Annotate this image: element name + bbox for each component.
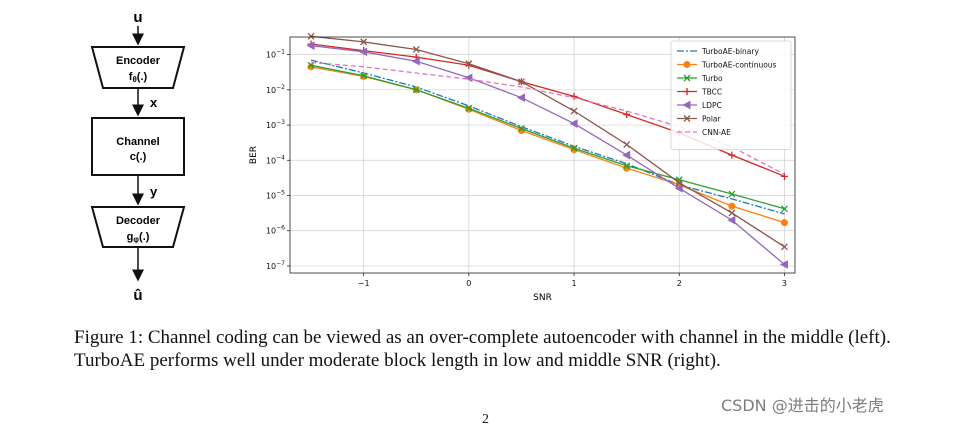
x-tick-label: 2	[677, 279, 682, 288]
decoder-title: Decoder	[116, 215, 161, 227]
legend-label-ldpc: LDPC	[702, 101, 722, 110]
x-label: x	[150, 95, 158, 110]
legend-label-tbcc: TBCC	[701, 88, 722, 97]
data-point-turbo	[360, 72, 368, 80]
legend-label-turboae-continuous: TurboAE-continuous	[701, 61, 777, 70]
data-point-polar	[465, 60, 473, 68]
channel-block	[91, 117, 185, 176]
data-point-polar	[412, 46, 420, 53]
channel-function: c(.)	[130, 151, 147, 163]
legend-box	[670, 40, 792, 150]
decoder-block	[90, 206, 186, 248]
data-point-turboae-continuous	[780, 219, 788, 227]
x-tick-label: 3	[782, 279, 787, 288]
y-tick-label: 10−3	[266, 119, 285, 130]
y-tick-label: 10−5	[266, 190, 285, 201]
figure-caption: Figure 1: Channel coding can be viewed a…	[74, 327, 891, 371]
data-point-turboae-continuous	[728, 202, 736, 210]
x-tick-label: −1	[358, 279, 370, 288]
legend-label-polar: Polar	[702, 115, 722, 124]
input-label: u	[133, 9, 142, 26]
y-tick-label: 10−4	[266, 154, 285, 165]
encoder-function: fθ(.)	[129, 71, 148, 84]
data-point-ldpc	[306, 41, 315, 50]
data-point-ldpc	[359, 47, 368, 57]
y-label: y	[150, 184, 158, 199]
series-line-polar	[310, 35, 785, 248]
data-point-polar	[623, 141, 631, 148]
decoder-function: gφ(.)	[127, 231, 150, 244]
series-line-turboae-binary	[310, 59, 785, 215]
y-tick-label: 10−1	[266, 49, 285, 60]
legend-marker-polar	[683, 115, 691, 122]
data-point-turbo	[728, 190, 736, 198]
data-point-polar	[570, 107, 578, 115]
x-tick-label: 0	[466, 279, 471, 288]
encoder-block	[90, 46, 186, 89]
series-turbo	[307, 61, 788, 213]
data-point-polar	[517, 78, 525, 86]
encoder-title: Encoder	[116, 55, 161, 67]
series-turboae-binary	[310, 59, 785, 215]
data-point-turbo	[465, 104, 473, 112]
series-ldpc	[306, 41, 788, 269]
series-polar	[307, 32, 788, 251]
legend-marker-ldpc	[682, 100, 691, 110]
legend-label-turboae-binary: TurboAE-binary	[701, 47, 759, 56]
y-tick-label: 10−6	[266, 225, 285, 236]
output-label: û	[133, 287, 142, 304]
csdn-watermark: CSDN @进击的小老虎	[721, 396, 884, 415]
data-point-polar	[360, 38, 368, 46]
data-point-turbo	[781, 205, 788, 213]
legend-marker-turboae-continuous	[683, 61, 691, 68]
data-point-turbo	[570, 144, 578, 152]
legend-marker-turbo	[683, 74, 691, 82]
data-point-ldpc	[516, 93, 525, 102]
data-point-polar	[728, 209, 736, 217]
data-point-tbcc	[570, 92, 578, 100]
data-point-polar	[781, 243, 788, 251]
x-tick-label: 1	[572, 279, 577, 288]
series-line-ldpc	[310, 44, 785, 265]
plot-frame	[289, 36, 796, 274]
page-number: 2	[482, 412, 489, 427]
legend-label-turbo: Turbo	[701, 74, 723, 83]
data-point-polar	[307, 32, 315, 40]
data-point-turbo	[517, 125, 525, 132]
data-point-ldpc	[779, 260, 788, 269]
autoencoder-diagram: u Encoder fθ(.) x Channel c(.) y Decoder…	[90, 9, 186, 304]
data-point-ldpc	[411, 56, 420, 66]
series-line-turbo	[310, 64, 785, 210]
legend: TurboAE-binary TurboAE-continuous Turbo TBC…	[670, 40, 792, 150]
data-point-tbcc	[623, 110, 631, 118]
legend-marker-tbcc	[683, 88, 691, 95]
channel-title: Channel	[116, 136, 159, 148]
data-point-ldpc	[569, 119, 578, 128]
legend-label-cnn-ae: CNN-AE	[702, 128, 731, 137]
axis-ticks: −1 0 1 2 3 10−1 10−2 10−3 10−4 10−5 10−6 10−7	[266, 49, 787, 288]
x-axis-label: SNR	[533, 293, 552, 303]
data-point-tbcc	[728, 151, 736, 159]
data-point-ldpc	[674, 183, 683, 193]
ber-chart: −1 0 1 2 3 10−1 10−2 10−3 10−4 10−5 10−6 10−7 SNR B…	[249, 32, 796, 303]
data-point-turbo	[623, 162, 631, 170]
data-point-ldpc	[622, 150, 631, 160]
y-tick-label: 10−2	[266, 84, 285, 95]
data-point-turbo	[412, 86, 420, 94]
y-axis-label: BER	[249, 146, 259, 164]
y-tick-label: 10−7	[266, 260, 285, 271]
data-point-ldpc	[727, 215, 736, 225]
data-point-polar	[675, 179, 683, 187]
